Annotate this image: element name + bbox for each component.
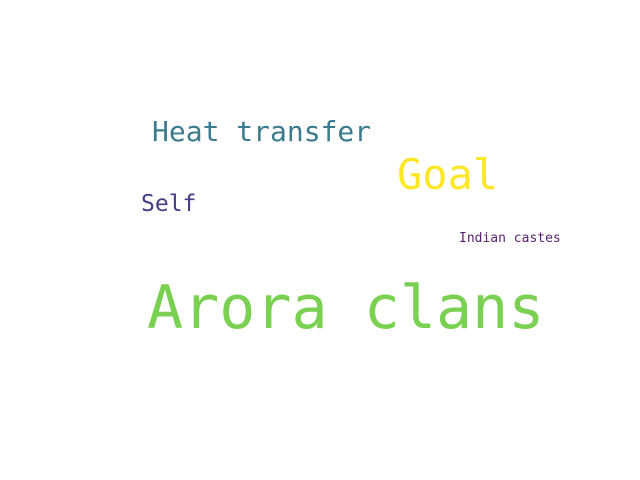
word-self: Self bbox=[141, 191, 197, 217]
word-arora-clans: Arora clans bbox=[147, 273, 545, 343]
word-goal: Goal bbox=[397, 150, 499, 199]
word-heat-transfer: Heat transfer bbox=[152, 115, 372, 148]
word-indian-castes: Indian castes bbox=[459, 231, 561, 246]
